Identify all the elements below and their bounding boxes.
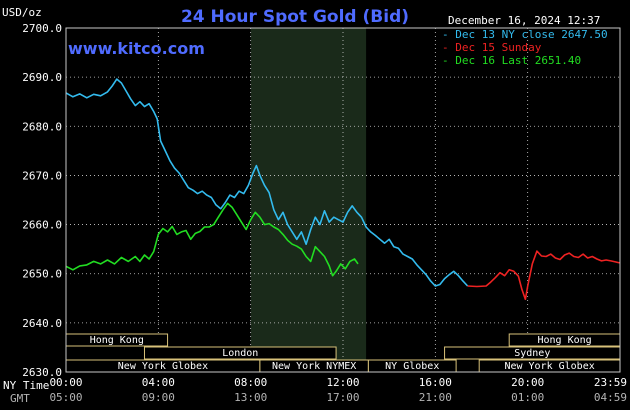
source-watermark: www.kitco.com [68,39,205,58]
x-tick-label-gmt: 09:00 [142,391,175,404]
x-tick-label-gmt: 01:00 [511,391,544,404]
y-tick-label: 2670.0 [22,169,62,182]
market-name-label: New York Globex [118,361,208,372]
market-name-label: NY Globex [385,361,439,372]
x-tick-label-ny: 00:00 [49,376,82,389]
market-name-label: Sydney [514,348,550,359]
y-tick-label: 2690.0 [22,71,62,84]
x-tick-label-ny: 20:00 [511,376,544,389]
y-tick-label: 2680.0 [22,120,62,133]
x-tick-label-ny: 04:00 [142,376,175,389]
y-tick-label: 2640.0 [22,317,62,330]
market-name-label: London [222,348,258,359]
market-name-label: New York NYMEX [272,361,356,372]
x-tick-label-gmt: 05:00 [49,391,82,404]
series-line-dec-15 [467,250,620,301]
y-axis-label: USD/oz [2,6,42,19]
ny-time-row-label: NY Time [3,379,49,392]
chart-title: 24 Hour Spot Gold (Bid) [181,7,409,27]
x-axis-ticks: 00:00 05:00 04:00 09:00 08:00 13:00 12:00 17:00… [49,376,627,404]
nymex-session-shade [250,28,367,372]
x-tick-label-ny: 12:00 [326,376,359,389]
market-hours-bars: Hong Kong London New York Globex New York N… [65,333,621,373]
legend-entry: - Dec 16 Last 2651.40 [442,54,581,67]
y-tick-label: 2700.0 [22,22,62,35]
x-tick-label-ny: 16:00 [419,376,452,389]
x-tick-label-gmt: 21:00 [419,391,452,404]
y-tick-label: 2630.0 [22,366,62,379]
series-line-dec-13 [65,78,469,287]
x-tick-label-ny: 08:00 [234,376,267,389]
legend-entry: - Dec 15 Sunday [442,41,542,54]
market-name-label: Hong Kong [538,335,592,346]
plot-frame [65,27,621,373]
series-layer [65,78,620,301]
gmt-row-label: GMT [10,392,30,405]
x-tick-label-gmt: 13:00 [234,391,267,404]
legend-entry: - Dec 13 NY close 2647.50 [442,28,608,41]
y-axis-ticks: 2700.0 2690.0 2680.0 2670.0 2660.0 2650.0 2640… [22,22,62,379]
x-tick-label-ny: 23:59 [594,376,627,389]
x-tick-label-gmt: 04:59 [594,391,627,404]
series-line-dec-16 [65,202,359,277]
market-hours-bar [143,346,337,360]
market-name-label: Hong Kong [90,335,144,346]
y-tick-label: 2660.0 [22,219,62,232]
timestamp-label: December 16, 2024 12:37 [448,14,600,27]
y-tick-label: 2650.0 [22,268,62,281]
legend: - Dec 13 NY close 2647.50- Dec 15 Sunday… [442,28,608,67]
market-name-label: New York Globex [504,361,594,372]
x-tick-label-gmt: 17:00 [326,391,359,404]
